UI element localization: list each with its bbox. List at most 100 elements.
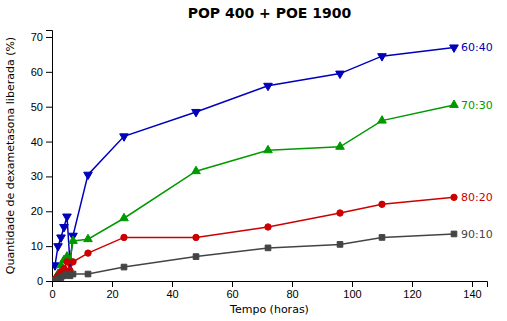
marker [193, 234, 199, 240]
marker [451, 231, 457, 237]
marker [69, 236, 78, 243]
marker [121, 264, 127, 270]
tick-label: 50 [31, 101, 43, 113]
tick-label: 30 [31, 170, 43, 182]
tick-label: 60 [226, 288, 238, 300]
tick: 140 [463, 281, 481, 300]
tick: 20 [106, 281, 118, 300]
marker [120, 213, 129, 220]
tick-label: 20 [106, 288, 118, 300]
tick-label: 70 [31, 31, 43, 43]
marker [337, 242, 343, 248]
marker [70, 271, 76, 277]
tick-mark [46, 142, 52, 143]
marker [336, 142, 345, 149]
tick-label: 0 [49, 288, 55, 300]
marker [85, 271, 91, 277]
marker [192, 166, 201, 173]
series-label: 70:30 [461, 99, 493, 112]
tick-label: 40 [31, 136, 43, 148]
tick-mark [46, 246, 52, 247]
tick-mark [46, 37, 52, 38]
marker [451, 194, 457, 200]
marker [57, 235, 66, 242]
tick: 80 [286, 281, 298, 300]
marker [265, 224, 271, 230]
tick: 40 [166, 281, 178, 300]
marker [265, 245, 271, 251]
marker [54, 244, 63, 251]
tick: 0 [37, 275, 52, 287]
axis-line [53, 282, 488, 288]
series-line [55, 47, 454, 265]
plot-area: 0 20 40 60 80 100 120 140 0 10 20 30 40 50 60 70 60:40 70… [31, 31, 493, 300]
tick-mark [472, 281, 473, 287]
marker [379, 201, 385, 207]
marker [378, 54, 387, 61]
marker [379, 235, 385, 241]
tick: 60 [226, 281, 238, 300]
marker [84, 172, 93, 179]
tick-label: 120 [403, 288, 421, 300]
tick-label: 20 [31, 205, 43, 217]
marker [192, 109, 201, 116]
chart: 0 20 40 60 80 100 120 140 0 10 20 30 40 50 60 70 60:40 70… [0, 0, 507, 321]
tick: 70 [31, 31, 52, 43]
series-label: 90:10 [461, 228, 493, 241]
tick-mark [46, 72, 52, 73]
tick: 120 [403, 281, 421, 300]
marker [193, 254, 199, 260]
tick-label: 0 [37, 275, 43, 287]
tick-mark [412, 281, 413, 287]
tick: 60 [31, 66, 52, 78]
tick: 20 [31, 205, 52, 217]
marker [378, 116, 387, 123]
tick: 10 [31, 240, 52, 252]
series-label: 80:20 [461, 191, 493, 204]
series-label: 60:40 [461, 41, 493, 54]
marker [64, 259, 70, 265]
tick-label: 10 [31, 240, 43, 252]
marker [120, 134, 129, 141]
tick-label: 80 [286, 288, 298, 300]
tick: 0 [49, 281, 55, 300]
tick-mark [292, 281, 293, 287]
tick: 100 [343, 281, 361, 300]
data-layer [52, 45, 458, 281]
marker [337, 210, 343, 216]
y-axis: 0 10 20 30 40 50 60 70 [31, 31, 53, 288]
marker [85, 250, 91, 256]
tick-label: 60 [31, 66, 43, 78]
tick: 40 [31, 136, 52, 148]
y-axis-title: Quantidade de dexametasona liberada (%) [4, 37, 17, 274]
marker [450, 100, 459, 107]
tick: 30 [31, 170, 52, 182]
tick-mark [46, 281, 52, 282]
marker [264, 83, 273, 90]
series-line [55, 234, 454, 280]
marker [121, 234, 127, 240]
marker [336, 71, 345, 78]
axis-line [46, 31, 53, 282]
marker [264, 145, 273, 152]
tick-label: 100 [343, 288, 361, 300]
marker [63, 214, 72, 221]
marker [70, 259, 76, 265]
x-axis-title: Tempo (horas) [229, 303, 309, 316]
tick-mark [232, 281, 233, 287]
x-axis: 0 20 40 60 80 100 120 140 [49, 281, 487, 300]
end-labels: 60:40 70:30 80:20 90:10 [461, 41, 493, 241]
tick-mark [352, 281, 353, 287]
marker [84, 234, 93, 241]
title: POP 400 + POE 1900 [188, 5, 352, 21]
series-line [55, 197, 454, 279]
marker [450, 45, 459, 52]
tick-mark [172, 281, 173, 287]
marker [60, 224, 69, 231]
tick-mark [46, 176, 52, 177]
series-line [55, 105, 454, 279]
tick-label: 140 [463, 288, 481, 300]
tick-mark [112, 281, 113, 287]
tick-mark [46, 211, 52, 212]
tick: 50 [31, 101, 52, 113]
